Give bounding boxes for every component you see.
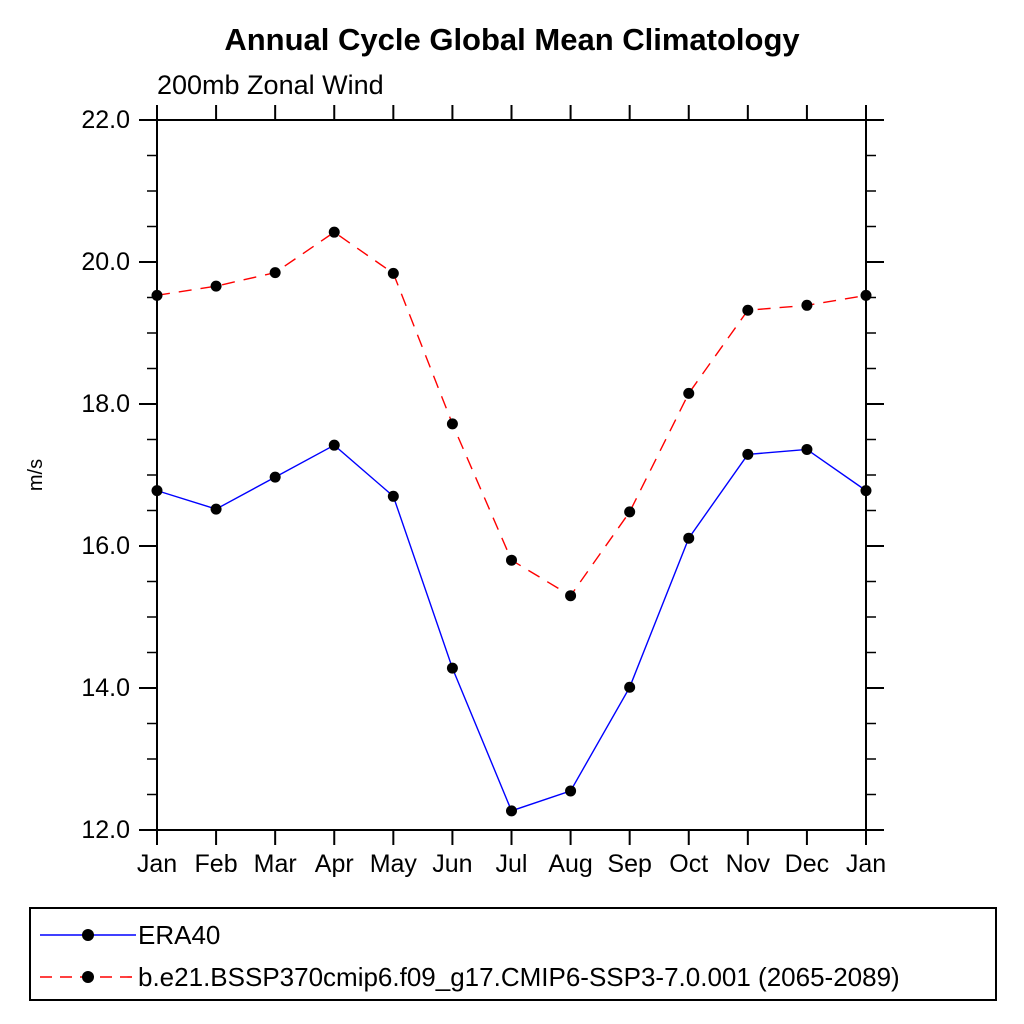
legend-label: b.e21.BSSP370cmip6.f09_g17.CMIP6-SSP3-7.… (138, 961, 900, 992)
x-tick-label: Feb (195, 850, 238, 878)
legend-label: ERA40 (138, 919, 221, 950)
x-tick-label: Nov (726, 850, 771, 878)
series-0-marker (565, 785, 577, 797)
y-tick-label: 16.0 (81, 532, 130, 560)
series-1-marker (210, 280, 222, 292)
x-tick-label: Jan (137, 850, 177, 878)
series-0-marker (151, 485, 163, 497)
legend-item-era40: ERA40 (38, 915, 220, 955)
legend-item-model: b.e21.BSSP370cmip6.f09_g17.CMIP6-SSP3-7.… (38, 957, 900, 997)
series-0-marker (210, 503, 222, 515)
legend-marker (82, 971, 94, 983)
series-0-marker (742, 448, 754, 460)
series-1-marker (565, 590, 577, 602)
y-tick-label: 14.0 (81, 674, 130, 702)
x-tick-label: Jun (432, 850, 472, 878)
chart-title: Annual Cycle Global Mean Climatology (224, 22, 800, 57)
series-0-marker (860, 485, 872, 497)
x-tick-label: Jan (846, 850, 886, 878)
x-tick-label: Oct (669, 850, 708, 878)
y-axis-label: m/s (25, 459, 47, 491)
series-1-marker (446, 418, 458, 430)
series-0-marker (801, 443, 813, 455)
chart-subtitle: 200mb Zonal Wind (157, 70, 384, 100)
series-1-marker (387, 267, 399, 279)
series-0-marker (506, 805, 517, 817)
x-tick-label: Mar (254, 850, 297, 878)
x-tick-label: Apr (315, 850, 354, 878)
plot-border (156, 119, 867, 831)
x-tick-label: Jul (496, 850, 528, 878)
series-1-marker (624, 506, 636, 518)
series-1-marker (742, 304, 754, 316)
series-0-marker (328, 439, 340, 451)
y-tick-label: 20.0 (81, 248, 130, 276)
series-0-marker (446, 662, 458, 674)
series-0-marker (624, 681, 636, 693)
series-0-marker (683, 532, 695, 544)
y-tick-label: 18.0 (81, 390, 130, 418)
x-tick-label: Dec (785, 850, 829, 878)
y-tick-label: 22.0 (81, 106, 130, 134)
series-1-marker (151, 289, 163, 301)
series-0-marker (387, 490, 399, 502)
series-line-1 (156, 231, 867, 597)
series-1-marker (328, 226, 340, 238)
legend-box: ERA40 b.e21.BSSP370cmip6.f09_g17.CMIP6-S… (29, 907, 997, 1001)
x-tick-label: Sep (607, 850, 651, 878)
series-1-marker (269, 267, 281, 279)
x-tick-label: Aug (548, 850, 592, 878)
series-1-marker (801, 299, 813, 311)
x-tick-label: May (370, 850, 418, 878)
y-tick-label: 12.0 (81, 816, 130, 844)
legend-marker (82, 929, 94, 941)
series-1-marker (506, 554, 517, 566)
series-1-marker (860, 289, 872, 301)
legend-line-sample-dashed (40, 971, 136, 983)
series-0-marker (269, 471, 281, 483)
series-1-marker (683, 387, 695, 399)
legend-line-sample-solid (40, 929, 136, 941)
series-line-0 (156, 444, 867, 812)
